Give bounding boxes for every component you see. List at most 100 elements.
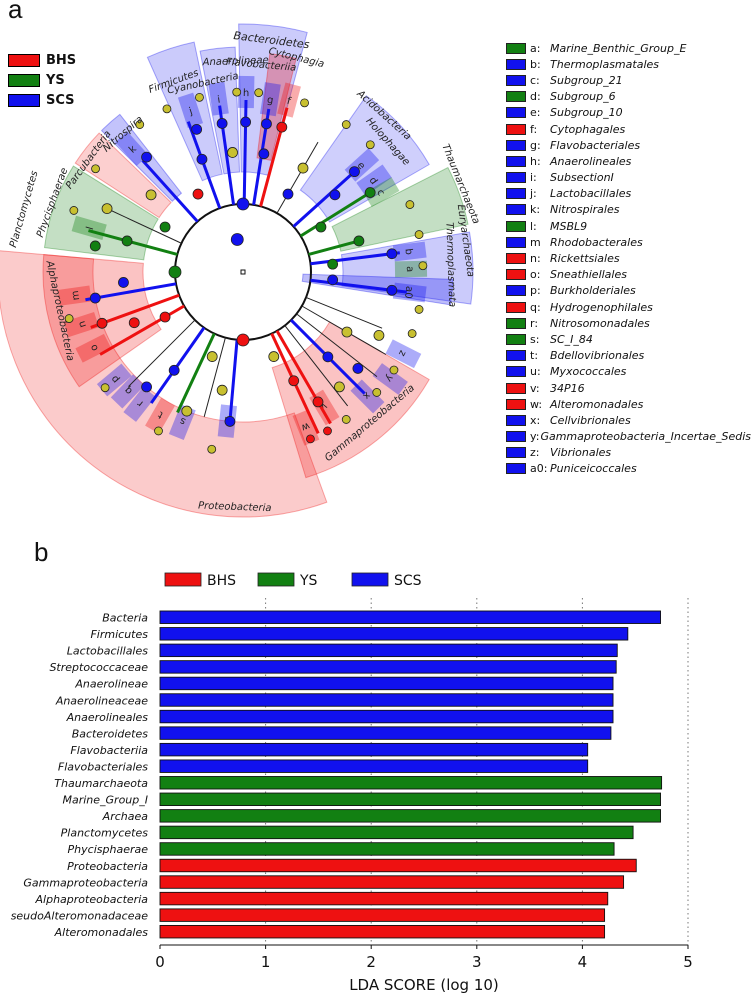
tree-branch xyxy=(275,330,332,425)
tree-branch xyxy=(296,313,378,378)
category-label: Streptococcaceae xyxy=(49,661,148,674)
tree-node xyxy=(276,121,288,133)
bar xyxy=(159,809,661,823)
clade-legend-swatch xyxy=(506,42,526,54)
tree-node xyxy=(297,162,309,174)
lda-chart-panel: BHS YS SCS Bacteria Firmicutes Lactobacillale… xyxy=(0,540,752,997)
clade-legend-swatch xyxy=(506,155,526,167)
clade-letter: c xyxy=(374,188,386,198)
category-label: Marine_Group_I xyxy=(62,794,148,807)
clade-legend-key: e: xyxy=(530,106,541,120)
tree-node xyxy=(254,88,264,98)
clade-legend-name: Hydrogenophilales xyxy=(550,300,653,314)
clade-legend-name: Subgroup_6 xyxy=(550,90,616,104)
clade-letter-rect xyxy=(372,363,408,395)
tree-node xyxy=(168,364,180,376)
clade-legend-item: r: Nitrosomonadales xyxy=(506,315,751,331)
clade-letter-rect xyxy=(208,81,229,116)
tree-branch xyxy=(305,297,383,329)
clade-legend-swatch xyxy=(506,74,526,86)
clade-legend-swatch xyxy=(506,269,526,281)
clade-letter: a0 xyxy=(402,285,414,299)
clade-legend-swatch xyxy=(506,91,526,103)
clade-legend-key: p: xyxy=(530,284,541,298)
clade-letter: g xyxy=(266,95,274,107)
clade-legend-swatch xyxy=(506,220,526,232)
clade-legend-name: Gammaproteobacteria_Incertae_Sedis xyxy=(540,430,751,444)
tree-node xyxy=(282,188,294,200)
clade-letter-rect xyxy=(237,75,255,109)
clade-legend-item: j: Lactobacillales xyxy=(506,186,751,202)
tree-branch xyxy=(102,206,182,244)
clade-legend-key: i: xyxy=(530,171,537,185)
tree-branch xyxy=(308,239,360,256)
bar xyxy=(159,759,589,773)
category-label: Firmicutes xyxy=(90,628,148,641)
tree-branch xyxy=(149,326,206,404)
cladogram-panel: wvxyznstrqponmlkjihgfedcbaa0FirmicutesCy… xyxy=(0,23,481,518)
x-tick-label: 3 xyxy=(472,953,482,971)
clade-letter: r xyxy=(135,397,146,409)
clade-legend-swatch xyxy=(506,253,526,265)
clade-legend-swatch xyxy=(506,333,526,345)
clade-legend-key: t: xyxy=(530,349,539,363)
clade-letter-box: g xyxy=(259,82,281,117)
clade-legend-swatch xyxy=(506,107,526,119)
clade-legend-key: n: xyxy=(530,252,541,266)
tree-node xyxy=(232,87,242,97)
x-tick-label: 4 xyxy=(578,953,588,971)
tree-node xyxy=(89,240,101,252)
clade-letter-box: n xyxy=(63,311,100,338)
tree-node xyxy=(118,277,129,288)
bar xyxy=(159,610,661,624)
clade-legend-item: t: Bdellovibrionales xyxy=(506,348,751,364)
clade-legend-key: j: xyxy=(530,187,537,201)
clade-legend-item: k: Nitrospirales xyxy=(506,202,751,218)
clade-letter-rect xyxy=(145,397,175,434)
category-label: seudoAlteromonadaceae xyxy=(11,909,149,922)
clade-legend-name: MSBL9 xyxy=(550,219,588,233)
clade-legend-item: h: Anaerolineales xyxy=(506,153,751,169)
clade-letter-box: t xyxy=(145,397,175,434)
tree-node xyxy=(372,388,382,397)
x-axis-title: LDA SCORE (log 10) xyxy=(349,976,499,994)
tree-branch xyxy=(141,159,199,223)
clade-letter-rect xyxy=(63,311,100,338)
clade-legend-name: Burkholderiales xyxy=(550,284,636,298)
clade-legend-key: h: xyxy=(530,154,541,168)
tree-node xyxy=(341,326,353,338)
tree-node xyxy=(191,123,203,135)
clade-legend-item: p: Burkholderiales xyxy=(506,283,751,299)
tree-node xyxy=(216,118,228,129)
clade-legend-swatch xyxy=(506,382,526,394)
clade-legend-swatch xyxy=(506,236,526,248)
clade-letter-box: i xyxy=(208,81,229,116)
clade-letter-rect xyxy=(177,92,204,129)
tree-node xyxy=(389,365,399,375)
clade-legend-name: Bdellovibrionales xyxy=(550,349,645,363)
clade-legend-item: d: Subgroup_6 xyxy=(506,89,751,105)
clade-legend-key: z: xyxy=(530,446,540,460)
clade-letter: h xyxy=(243,88,250,99)
scs-swatch xyxy=(8,93,40,107)
clade-legend-swatch xyxy=(506,58,526,70)
category-label: Flavobacteriia xyxy=(70,744,148,757)
bar xyxy=(159,726,612,740)
clade-letter-box: k xyxy=(115,131,149,166)
clade-legend-name: Nitrospirales xyxy=(550,203,620,217)
tree-node xyxy=(192,188,204,200)
bar xyxy=(159,925,606,939)
tree-node xyxy=(240,116,252,128)
clade-letter-rect xyxy=(115,131,149,166)
tree-branch xyxy=(276,141,319,214)
clade-legend-key: b: xyxy=(530,57,541,71)
clade-legend-swatch xyxy=(506,447,526,459)
clade-legend-item: o: Sneathiellales xyxy=(506,267,751,283)
clade-letter: d xyxy=(367,175,380,187)
bar xyxy=(159,792,661,807)
tree-node xyxy=(322,351,334,363)
tree-node xyxy=(300,98,309,108)
clade-legend-swatch xyxy=(506,317,526,329)
clade-legend-key: a: xyxy=(530,41,541,55)
clade-legend-item: q: Hydrogenophilales xyxy=(506,299,751,315)
